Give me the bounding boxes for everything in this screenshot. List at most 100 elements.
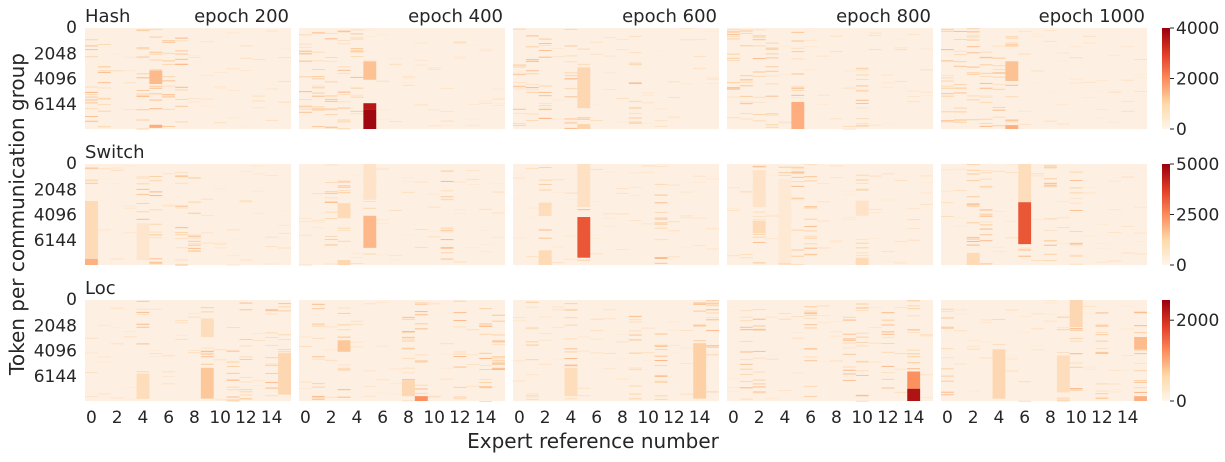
- heatmap-stripe: [324, 193, 338, 195]
- heatmap-stripe: [727, 378, 740, 380]
- heatmap-stripe: [564, 122, 578, 124]
- heatmap-stripe: [1082, 42, 1096, 44]
- heatmap-stripe: [226, 378, 240, 380]
- heatmap-stripe: [739, 257, 753, 259]
- heatmap-stripe: [966, 348, 980, 350]
- heatmap-stripe: [427, 230, 441, 232]
- heatmap-stripe: [979, 213, 993, 215]
- heatmap-stripe: [941, 87, 954, 89]
- heatmap-stripe: [979, 82, 993, 84]
- heatmap-stripe: [881, 86, 895, 88]
- heatmap-stripe: [239, 200, 253, 202]
- panel-title: epoch 400: [408, 6, 503, 27]
- heatmap-stripe: [466, 170, 480, 172]
- heatmap-stripe: [538, 85, 552, 87]
- heatmap-stripe: [175, 264, 188, 266]
- heatmap-stripe: [1134, 353, 1147, 355]
- heatmap-stripe: [414, 323, 428, 325]
- heatmap-stripe: [440, 258, 454, 260]
- heatmap-stripe: [175, 234, 188, 236]
- heatmap-stripe: [739, 118, 753, 120]
- heatmap-stripe: [804, 39, 818, 41]
- heatmap-stripe: [479, 357, 493, 359]
- heatmap-stripe: [966, 66, 980, 68]
- heatmap-stripe: [525, 46, 539, 48]
- heatmap-hot-cell: [363, 61, 377, 80]
- heatmap-stripe: [136, 343, 150, 345]
- heatmap-stripe: [278, 334, 291, 336]
- heatmap-hot-cell: [577, 164, 591, 208]
- heatmap-stripe: [966, 339, 980, 341]
- heatmap-stripe: [791, 170, 805, 172]
- heatmap-stripe: [654, 381, 668, 383]
- heatmap-stripe: [727, 88, 740, 90]
- heatmap-stripe: [804, 317, 818, 319]
- heatmap-stripe: [739, 29, 753, 31]
- heatmap-stripe: [226, 400, 240, 402]
- heatmap-stripe: [842, 70, 856, 72]
- heatmap-stripe: [992, 109, 1006, 111]
- x-tick-label: 2: [112, 408, 123, 428]
- heatmap-stripe: [680, 191, 694, 193]
- heatmap-stripe: [727, 31, 740, 33]
- heatmap-stripe: [453, 42, 467, 44]
- heatmap-stripe: [175, 175, 188, 177]
- heatmap-stripe: [350, 174, 364, 176]
- heatmap-stripe: [706, 302, 719, 304]
- heatmap-stripe: [765, 124, 779, 126]
- heatmap-stripe: [525, 60, 539, 62]
- heatmap-stripe: [1044, 218, 1057, 220]
- heatmap-stripe: [804, 314, 818, 316]
- heatmap-stripe: [188, 98, 201, 100]
- heatmap-stripe: [739, 85, 753, 87]
- heatmap-stripe: [979, 224, 993, 226]
- x-tick-label: 0: [942, 408, 953, 428]
- heatmap-stripe: [804, 164, 818, 166]
- heatmap-stripe: [953, 122, 967, 124]
- heatmap-stripe: [920, 334, 933, 336]
- heatmap-stripe: [213, 86, 227, 88]
- heatmap-stripe: [752, 36, 766, 38]
- heatmap-stripe: [641, 223, 655, 225]
- heatmap-stripe: [123, 232, 137, 234]
- heatmap-stripe: [628, 393, 642, 395]
- heatmap-stripe: [188, 244, 201, 246]
- heatmap-stripe: [1121, 100, 1135, 102]
- heatmap-stripe: [414, 104, 428, 106]
- heatmap-stripe: [492, 88, 505, 90]
- x-tick-label: 2: [968, 408, 979, 428]
- heatmap-stripe: [739, 192, 753, 194]
- heatmap-stripe: [402, 191, 415, 193]
- colorbar-tick-label: 0: [1176, 392, 1187, 412]
- heatmap-stripe: [265, 119, 279, 121]
- heatmap-stripe: [628, 35, 642, 37]
- heatmap-stripe: [727, 187, 740, 189]
- heatmap-stripe: [136, 300, 150, 302]
- heatmap-stripe: [492, 340, 505, 342]
- heatmap-stripe: [324, 201, 338, 203]
- heatmap-stripe: [941, 380, 954, 382]
- heatmap-stripe: [311, 358, 325, 360]
- heatmap-stripe: [765, 75, 779, 77]
- x-axis-label: Expert reference number: [467, 429, 720, 453]
- heatmap-stripe: [791, 97, 805, 99]
- heatmap-stripe: [299, 34, 312, 36]
- heatmap-stripe: [881, 74, 895, 76]
- heatmap-panel-0-1: [299, 28, 505, 129]
- heatmap-stripe: [855, 361, 869, 363]
- heatmap-stripe: [966, 52, 980, 54]
- x-tick-label: 12: [1091, 408, 1113, 428]
- heatmap-stripe: [226, 327, 240, 329]
- heatmap-stripe: [855, 103, 869, 105]
- heatmap-stripe: [804, 46, 818, 48]
- heatmap-stripe: [667, 221, 681, 223]
- heatmap-stripe: [299, 46, 312, 48]
- heatmap-stripe: [466, 179, 480, 181]
- heatmap-stripe: [1095, 261, 1109, 263]
- heatmap-stripe: [350, 51, 364, 53]
- heatmap-stripe: [311, 85, 325, 87]
- heatmap-stripe: [564, 348, 578, 350]
- heatmap-stripe: [992, 116, 1006, 118]
- heatmap-stripe: [706, 319, 719, 321]
- heatmap-stripe: [765, 66, 779, 68]
